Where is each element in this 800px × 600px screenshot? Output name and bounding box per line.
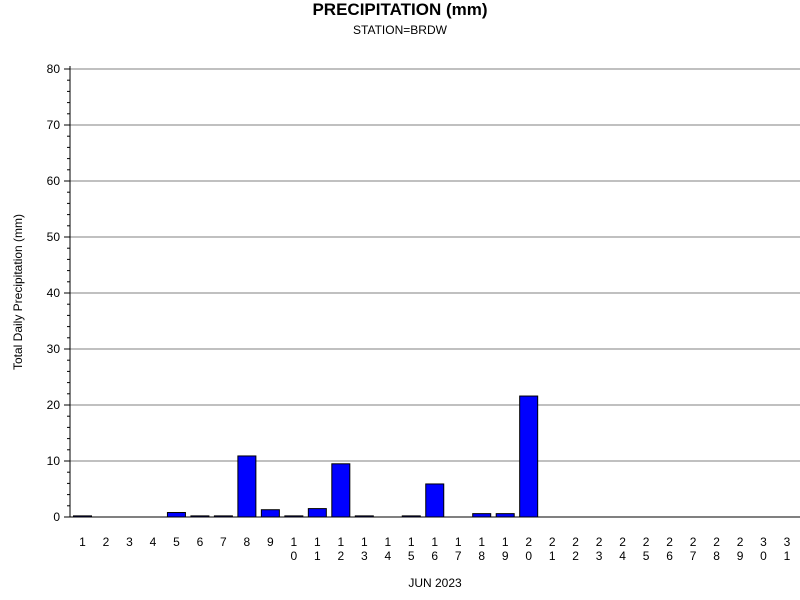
bars [73,395,539,518]
x-tick-label: 1 [79,535,86,549]
x-tick-label: 1 [291,535,298,549]
x-tick-label: 2 [525,535,532,549]
x-tick-label: 8 [478,549,485,563]
y-tick-label: 80 [47,62,61,76]
x-tick-label: 2 [103,535,110,549]
bar-day-5 [166,512,186,518]
x-tick-label: 9 [502,549,509,563]
y-tick-label: 40 [47,286,61,300]
x-tick-label: 3 [126,535,133,549]
x-tick-label: 4 [384,549,391,563]
x-tick-label: 9 [267,535,274,549]
x-tick-label: 2 [337,549,344,563]
bar-day-8 [237,455,257,518]
x-tick-label: 1 [337,535,344,549]
x-tick-label: 1 [478,535,485,549]
x-tick-label: 1 [408,535,415,549]
chart-title: PRECIPITATION (mm) [312,0,488,19]
axes [64,66,800,518]
x-tick-label: 3 [784,535,791,549]
x-tick-label: 0 [291,549,298,563]
x-tick-label: 1 [361,535,368,549]
y-tick-label: 10 [47,454,61,468]
x-tick-label: 6 [197,535,204,549]
x-tick-label: 5 [173,535,180,549]
x-tick-label: 7 [220,535,227,549]
bar-day-16 [425,483,445,518]
x-tick-label: 3 [596,549,603,563]
x-tick-label: 5 [408,549,415,563]
x-tick-label: 0 [760,549,767,563]
bar-day-19 [495,513,515,518]
x-axis-label: JUN 2023 [408,576,462,590]
bar-day-20 [519,395,539,518]
x-tick-label: 3 [760,535,767,549]
bar-day-12 [331,463,351,518]
x-tick-label: 2 [596,535,603,549]
x-tick-label: 2 [549,535,556,549]
x-tick-label: 7 [690,549,697,563]
x-tick-label: 9 [737,549,744,563]
x-tick-label: 1 [784,549,791,563]
x-tick-label: 4 [150,535,157,549]
x-tick-label: 8 [713,549,720,563]
x-tick-label: 6 [431,549,438,563]
y-tick-label: 20 [47,398,61,412]
grid-lines [70,68,800,462]
x-tick-label: 5 [643,549,650,563]
bar-day-18 [472,513,492,518]
x-tick-label: 2 [643,535,650,549]
bar-day-9 [260,509,280,518]
x-tick-label: 2 [572,549,579,563]
y-tick-label: 70 [47,118,61,132]
x-tick-label: 1 [502,535,509,549]
x-tick-label: 2 [666,535,673,549]
x-tick-label: 0 [525,549,532,563]
x-tick-label: 6 [666,549,673,563]
x-tick-label: 8 [244,535,251,549]
x-tick-label: 7 [455,549,462,563]
x-tick-label: 2 [619,535,626,549]
x-tick-label: 1 [314,535,321,549]
y-tick-label: 50 [47,230,61,244]
x-tick-label: 2 [690,535,697,549]
x-tick-label: 1 [549,549,556,563]
x-tick-label: 1 [314,549,321,563]
y-tick-labels: 0 10 20 30 40 50 60 70 80 [47,62,61,524]
x-tick-label: 2 [737,535,744,549]
chart-subtitle: STATION=BRDW [353,23,447,37]
x-tick-label: 2 [572,535,579,549]
bar-day-11 [307,508,327,518]
y-tick-label: 0 [53,510,60,524]
x-tick-label: 1 [384,535,391,549]
x-tick-label: 3 [361,549,368,563]
x-tick-label: 2 [713,535,720,549]
y-tick-label: 60 [47,174,61,188]
x-tick-label: 1 [455,535,462,549]
y-tick-label: 30 [47,342,61,356]
x-tick-label: 4 [619,549,626,563]
x-tick-label: 1 [431,535,438,549]
y-axis-label: Total Daily Precipitation (mm) [11,214,25,370]
x-tick-labels: 1 2 3 4 5 6 7 8 9 1011121314151617181920212223242… [79,535,791,563]
